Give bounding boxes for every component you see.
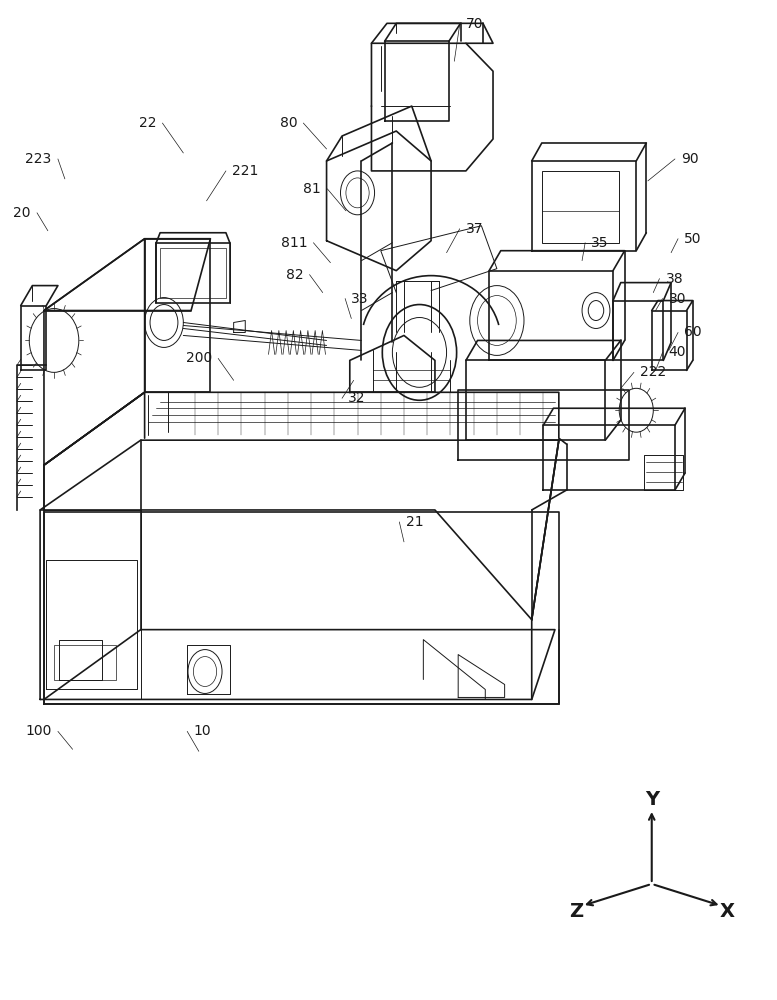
Text: 30: 30	[669, 292, 686, 306]
Bar	[160, 248, 226, 298]
Text: 10: 10	[193, 724, 211, 738]
Text: 81: 81	[303, 182, 321, 196]
Text: 22: 22	[139, 116, 156, 130]
Text: 221: 221	[232, 164, 259, 178]
Text: 38: 38	[666, 272, 683, 286]
Text: 100: 100	[26, 724, 52, 738]
Text: 222: 222	[640, 365, 667, 379]
Bar	[54, 645, 116, 680]
Text: 60: 60	[685, 325, 702, 339]
Text: 70: 70	[466, 17, 483, 31]
Text: Z: Z	[569, 902, 583, 921]
Text: 21: 21	[406, 515, 423, 529]
Text: 90: 90	[681, 152, 699, 166]
Text: X: X	[720, 902, 735, 921]
Text: 50: 50	[685, 232, 702, 246]
Text: 35: 35	[591, 236, 609, 250]
Text: 40: 40	[669, 345, 686, 359]
Text: 32: 32	[348, 391, 366, 405]
Text: 223: 223	[26, 152, 52, 166]
Text: 33: 33	[351, 292, 369, 306]
Text: 80: 80	[280, 116, 297, 130]
Text: 200: 200	[186, 351, 212, 365]
Text: 37: 37	[466, 222, 483, 236]
Text: 811: 811	[280, 236, 307, 250]
Bar	[156, 243, 230, 303]
Text: 20: 20	[13, 206, 31, 220]
Text: Y: Y	[645, 790, 659, 809]
Bar	[542, 171, 619, 243]
Text: 82: 82	[286, 268, 303, 282]
